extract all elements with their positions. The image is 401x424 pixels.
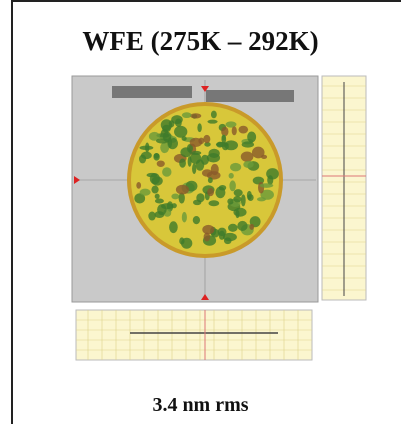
texture-blob — [157, 204, 167, 216]
texture-blob — [181, 211, 187, 223]
bottom-profile-panel — [75, 309, 313, 361]
texture-blob — [241, 141, 255, 148]
texture-blob — [138, 154, 147, 164]
texture-blob — [153, 153, 160, 161]
texture-blob — [260, 189, 274, 200]
title: WFE (275K – 292K) — [82, 26, 319, 56]
texture-blob — [266, 168, 279, 180]
texture-blob — [237, 220, 248, 231]
texture-blob — [181, 112, 192, 119]
texture-blob — [171, 193, 180, 200]
texture-blob — [210, 163, 219, 176]
texture-blob — [178, 192, 185, 204]
texture-blob — [145, 142, 150, 153]
texture-blob — [228, 223, 238, 232]
texture-blob — [227, 198, 234, 205]
texture-blob — [249, 223, 255, 230]
texture-blob — [179, 237, 185, 245]
texture-blob — [221, 126, 229, 137]
texture-blob — [243, 160, 254, 169]
texture-blob — [148, 211, 156, 221]
texture-blob — [174, 118, 182, 127]
texture-blob — [247, 194, 254, 202]
texture-blob — [235, 209, 240, 219]
texture-blob — [174, 125, 188, 138]
texture-blob — [218, 184, 227, 191]
texture-blob — [203, 232, 211, 242]
texture-blob — [154, 198, 164, 204]
texture-blob — [233, 189, 243, 197]
texture-blob — [240, 194, 246, 207]
grid — [76, 310, 312, 360]
texture-blob — [151, 185, 159, 194]
texture-blob — [208, 148, 220, 158]
texture-blob — [136, 182, 142, 189]
texture-blob — [225, 121, 237, 128]
map-label-box — [112, 86, 192, 98]
texture-blob — [229, 180, 236, 192]
texture-blob — [162, 167, 172, 177]
texture-blob — [180, 147, 192, 158]
texture-blob — [251, 146, 265, 159]
texture-blob — [247, 131, 257, 143]
marker — [201, 294, 209, 300]
texture-blob — [201, 169, 213, 177]
texture-blob — [203, 134, 211, 144]
texture-blob — [207, 188, 214, 197]
texture-blob — [139, 188, 151, 196]
map-label-box — [206, 90, 294, 102]
texture-blob — [148, 131, 160, 141]
texture-blob — [190, 113, 202, 119]
texture-blob — [207, 177, 213, 184]
texture-blob — [162, 124, 171, 133]
texture-blob — [216, 141, 224, 148]
texture-blob — [204, 142, 211, 147]
texture-blob — [240, 151, 254, 162]
texture-blob — [169, 221, 178, 234]
texture-blob — [197, 123, 202, 133]
texture-blob — [179, 158, 186, 168]
texture-blob — [261, 154, 268, 160]
texture-blob — [175, 184, 190, 195]
texture-blob — [160, 142, 170, 154]
texture-blob — [233, 195, 242, 203]
texture-blob — [210, 110, 217, 119]
texture-blob — [202, 224, 215, 235]
texture-blob — [222, 232, 237, 242]
texture-blob — [189, 152, 202, 164]
texture-blob — [230, 162, 242, 172]
marker — [74, 176, 80, 184]
texture-blob — [192, 163, 197, 175]
texture-blob — [200, 154, 209, 165]
texture-blob — [196, 193, 205, 203]
texture-blob — [231, 126, 237, 136]
texture-blob — [156, 138, 169, 144]
texture-blob — [224, 140, 239, 151]
texture-blob — [189, 137, 203, 148]
marker — [201, 86, 209, 92]
texture-blob — [221, 134, 227, 144]
texture-blob — [134, 193, 146, 204]
texture-blob — [181, 136, 187, 141]
texture-blob — [154, 193, 160, 199]
texture-blob — [192, 216, 201, 225]
texture-blob — [156, 160, 165, 167]
wavefront-texture — [134, 110, 279, 249]
texture-blob — [167, 137, 173, 149]
texture-blob — [259, 183, 274, 188]
texture-blob — [228, 172, 234, 179]
texture-blob — [149, 173, 160, 185]
texture-blob — [207, 119, 218, 124]
texture-blob — [208, 200, 220, 207]
texture-blob — [238, 125, 249, 134]
caption: 3.4 nm rms — [152, 394, 249, 416]
